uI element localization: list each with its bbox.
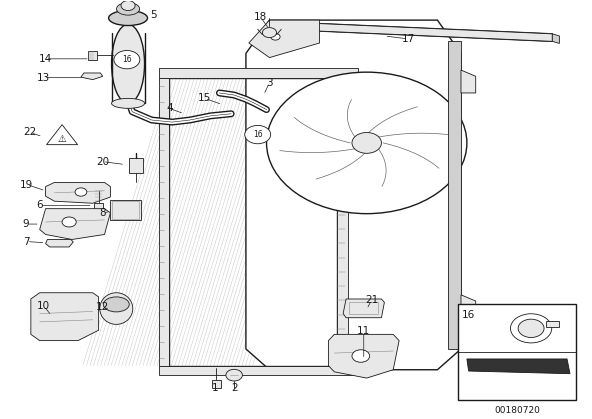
Text: 00180720: 00180720 bbox=[494, 406, 540, 415]
Text: 15: 15 bbox=[198, 93, 211, 103]
Bar bbox=[169, 78, 337, 366]
Text: 16: 16 bbox=[253, 130, 262, 139]
Ellipse shape bbox=[108, 10, 147, 26]
Circle shape bbox=[262, 28, 276, 38]
Text: 22: 22 bbox=[24, 127, 37, 137]
Text: 2: 2 bbox=[231, 383, 237, 393]
Bar bbox=[212, 380, 221, 388]
Text: 5: 5 bbox=[150, 10, 157, 20]
Ellipse shape bbox=[104, 297, 129, 312]
Text: 21: 21 bbox=[365, 295, 378, 305]
Circle shape bbox=[510, 314, 552, 343]
Circle shape bbox=[352, 350, 369, 362]
Bar bbox=[94, 203, 104, 211]
Polygon shape bbox=[269, 21, 552, 41]
Circle shape bbox=[518, 319, 544, 337]
Polygon shape bbox=[329, 334, 399, 378]
Polygon shape bbox=[31, 293, 99, 341]
Text: 13: 13 bbox=[37, 72, 50, 83]
Polygon shape bbox=[40, 209, 110, 240]
Ellipse shape bbox=[111, 98, 144, 109]
Polygon shape bbox=[343, 299, 384, 318]
Text: 16: 16 bbox=[462, 310, 475, 320]
Bar bbox=[88, 51, 98, 60]
Circle shape bbox=[121, 0, 135, 10]
Bar bbox=[458, 304, 576, 400]
Text: 10: 10 bbox=[37, 301, 50, 311]
Polygon shape bbox=[461, 70, 476, 93]
Text: 6: 6 bbox=[36, 200, 43, 210]
Polygon shape bbox=[467, 359, 570, 374]
Text: 18: 18 bbox=[254, 12, 267, 22]
Polygon shape bbox=[461, 295, 476, 318]
Text: 12: 12 bbox=[96, 303, 110, 312]
Text: 19: 19 bbox=[20, 179, 33, 189]
Bar bbox=[110, 200, 141, 220]
Text: 17: 17 bbox=[401, 34, 414, 44]
Text: 3: 3 bbox=[266, 78, 273, 88]
Bar bbox=[112, 201, 139, 219]
Text: 14: 14 bbox=[39, 54, 52, 64]
Bar bbox=[546, 321, 559, 328]
Circle shape bbox=[271, 34, 280, 40]
Circle shape bbox=[226, 369, 242, 381]
Circle shape bbox=[266, 72, 467, 214]
Polygon shape bbox=[81, 73, 103, 80]
Polygon shape bbox=[46, 182, 110, 203]
Text: 4: 4 bbox=[166, 103, 173, 114]
Circle shape bbox=[244, 125, 271, 144]
Bar bbox=[349, 302, 378, 313]
Polygon shape bbox=[47, 125, 78, 145]
Circle shape bbox=[75, 188, 87, 196]
Bar bbox=[337, 78, 348, 366]
Bar bbox=[159, 78, 169, 366]
Bar bbox=[128, 158, 143, 173]
Text: 16: 16 bbox=[122, 55, 131, 64]
Circle shape bbox=[62, 217, 76, 227]
Text: 8: 8 bbox=[99, 208, 106, 218]
Bar bbox=[169, 78, 337, 366]
Text: 9: 9 bbox=[23, 219, 30, 229]
Bar bbox=[159, 68, 359, 78]
Text: 1: 1 bbox=[212, 383, 218, 393]
Circle shape bbox=[114, 51, 140, 69]
Text: 7: 7 bbox=[24, 237, 30, 246]
Text: 20: 20 bbox=[96, 157, 110, 167]
Bar bbox=[159, 366, 359, 375]
Ellipse shape bbox=[111, 24, 144, 103]
Polygon shape bbox=[552, 34, 559, 44]
Ellipse shape bbox=[117, 3, 140, 15]
Bar bbox=[448, 41, 461, 349]
Text: ⚠: ⚠ bbox=[57, 134, 66, 144]
Ellipse shape bbox=[100, 293, 133, 324]
Text: 11: 11 bbox=[357, 326, 371, 336]
Polygon shape bbox=[46, 240, 73, 247]
Polygon shape bbox=[246, 20, 461, 370]
Polygon shape bbox=[249, 20, 320, 57]
Circle shape bbox=[352, 132, 381, 153]
